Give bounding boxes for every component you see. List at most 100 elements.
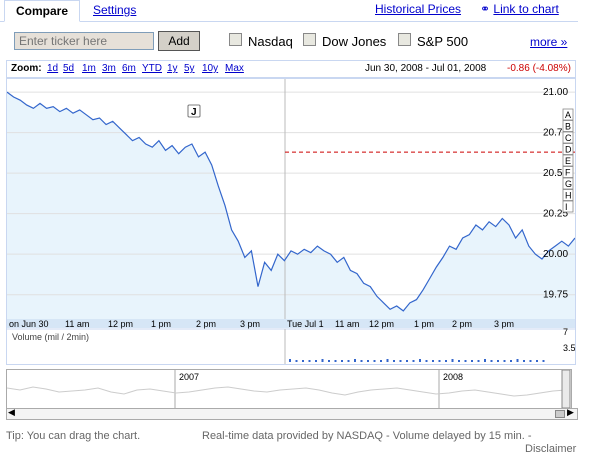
overview-scrollbar[interactable]: ◀ ▶ xyxy=(6,407,578,420)
y-tick-label: 20.25 xyxy=(543,209,568,220)
news-flag xyxy=(562,154,574,167)
news-flag-letter: F xyxy=(565,168,571,178)
x-tick-label: 12 pm xyxy=(369,319,394,329)
volume-bar xyxy=(458,360,460,362)
volume-bar xyxy=(406,360,408,362)
volume-bar xyxy=(451,359,454,362)
overview-svg[interactable]: 2007 2008 xyxy=(7,370,571,408)
news-flag-letter: G xyxy=(565,179,572,189)
news-flag xyxy=(562,177,574,190)
tab-settings[interactable]: Settings xyxy=(93,3,137,17)
date-from: Jun 30, 2008 xyxy=(365,63,423,74)
news-flag xyxy=(562,189,574,201)
historical-prices-link[interactable]: Historical Prices xyxy=(375,2,462,16)
x-tick-label: 1 pm xyxy=(414,319,434,329)
volume-bar xyxy=(399,360,402,362)
volume-bar xyxy=(432,360,434,362)
x-tick-label: 11 am xyxy=(335,319,359,329)
tab-compare[interactable]: Compare xyxy=(4,0,80,22)
volume-bar xyxy=(471,360,473,362)
x-tick-label: 3 pm xyxy=(240,319,260,329)
nasdaq-label: Nasdaq xyxy=(248,34,293,49)
news-flag-letter: C xyxy=(565,133,572,143)
volume-bar xyxy=(438,360,441,362)
data-source-note: Real-time data provided by NASDAQ - Volu… xyxy=(202,430,532,442)
overview-year-label: 2007 xyxy=(179,372,199,382)
volume-bar xyxy=(393,360,395,362)
zoom-1d[interactable]: 1d xyxy=(47,63,59,74)
ticker-input[interactable] xyxy=(14,32,154,50)
volume-bar xyxy=(386,359,389,362)
x-tick-label: Tue Jul 1 xyxy=(287,319,324,329)
y-tick-label: 20.00 xyxy=(543,249,568,260)
volume-bar xyxy=(484,359,486,362)
zoom-1y[interactable]: 1y xyxy=(167,63,178,74)
sp500-label: S&P 500 xyxy=(417,34,469,49)
news-flag xyxy=(562,108,574,121)
sp500-checkbox[interactable] xyxy=(398,33,411,46)
volume-bar xyxy=(542,360,545,362)
volume-bar xyxy=(477,360,480,362)
news-flag xyxy=(562,120,574,132)
volume-bar xyxy=(419,359,421,362)
link-to-chart-label: Link to chart xyxy=(493,2,559,16)
zoom-3m[interactable]: 3m xyxy=(102,63,116,74)
drag-tip: Tip: You can drag the chart. xyxy=(6,430,141,442)
x-axis-band xyxy=(7,319,575,328)
zoom-ytd[interactable]: YTD xyxy=(142,63,162,74)
x-tick-label: 12 pm xyxy=(108,319,133,329)
add-button[interactable]: Add xyxy=(158,31,200,51)
more-link[interactable]: more » xyxy=(530,35,568,49)
news-marker xyxy=(187,104,201,118)
zoom-1m[interactable]: 1m xyxy=(82,63,96,74)
news-flag xyxy=(562,131,574,144)
volume-bar xyxy=(367,360,369,362)
chart-area[interactable]: 21.00 20.75 20.50 20.25 20.00 19.75 A B C D E F G H I J… xyxy=(6,78,576,365)
volume-bar xyxy=(464,360,467,362)
volume-bar xyxy=(497,360,499,362)
volume-bar xyxy=(341,360,343,362)
zoom-5d[interactable]: 5d xyxy=(63,63,75,74)
volume-bar xyxy=(503,360,506,362)
news-flag xyxy=(562,143,574,155)
overview-chart[interactable]: 2007 2008 xyxy=(6,369,572,409)
dow-jones-label: Dow Jones xyxy=(322,34,387,49)
volume-bar xyxy=(445,360,447,362)
news-flag-letter: B xyxy=(565,122,571,132)
volume-bar xyxy=(302,360,304,362)
volume-bar xyxy=(536,360,538,362)
chain-link-icon: ⚭ xyxy=(480,2,491,16)
volume-bar xyxy=(354,359,356,362)
zoom-max[interactable]: Max xyxy=(225,63,244,74)
news-flag-letter: D xyxy=(565,145,572,155)
zoom-5y[interactable]: 5y xyxy=(184,63,195,74)
nasdaq-checkbox[interactable] xyxy=(229,33,242,46)
zoom-10y[interactable]: 10y xyxy=(202,63,219,74)
y-tick-label: 19.75 xyxy=(543,290,568,301)
overview-year-label: 2008 xyxy=(443,372,463,382)
news-marker-letter: J xyxy=(191,107,197,118)
news-flag-letter: I xyxy=(565,202,568,212)
news-flag-letter: H xyxy=(565,191,572,201)
link-to-chart[interactable]: ⚭ Link to chart xyxy=(480,2,559,16)
x-tick-label: 3 pm xyxy=(494,319,514,329)
volume-bar xyxy=(516,359,519,362)
volume-tick-label: 7 xyxy=(563,327,568,337)
volume-bar xyxy=(373,360,376,362)
scroll-right-icon[interactable]: ▶ xyxy=(567,407,574,417)
scroll-left-icon[interactable]: ◀ xyxy=(8,407,15,417)
zoom-bar: Zoom: 1d 5d 1m 3m 6m YTD 1y 5y 10y Max J… xyxy=(6,60,576,78)
volume-bar xyxy=(412,360,415,362)
volume-bar xyxy=(523,360,525,362)
disclaimer-link[interactable]: Disclaimer xyxy=(525,443,577,455)
zoom-6m[interactable]: 6m xyxy=(122,63,136,74)
volume-bar xyxy=(321,359,324,362)
news-flag xyxy=(562,166,574,178)
volume-label: Volume (mil / 2min) xyxy=(12,332,90,342)
dow-jones-checkbox[interactable] xyxy=(303,33,316,46)
x-tick-label: 2 pm xyxy=(452,319,472,329)
volume-bar xyxy=(289,359,291,362)
scroll-handle[interactable] xyxy=(555,410,565,418)
overview-line xyxy=(7,386,567,397)
